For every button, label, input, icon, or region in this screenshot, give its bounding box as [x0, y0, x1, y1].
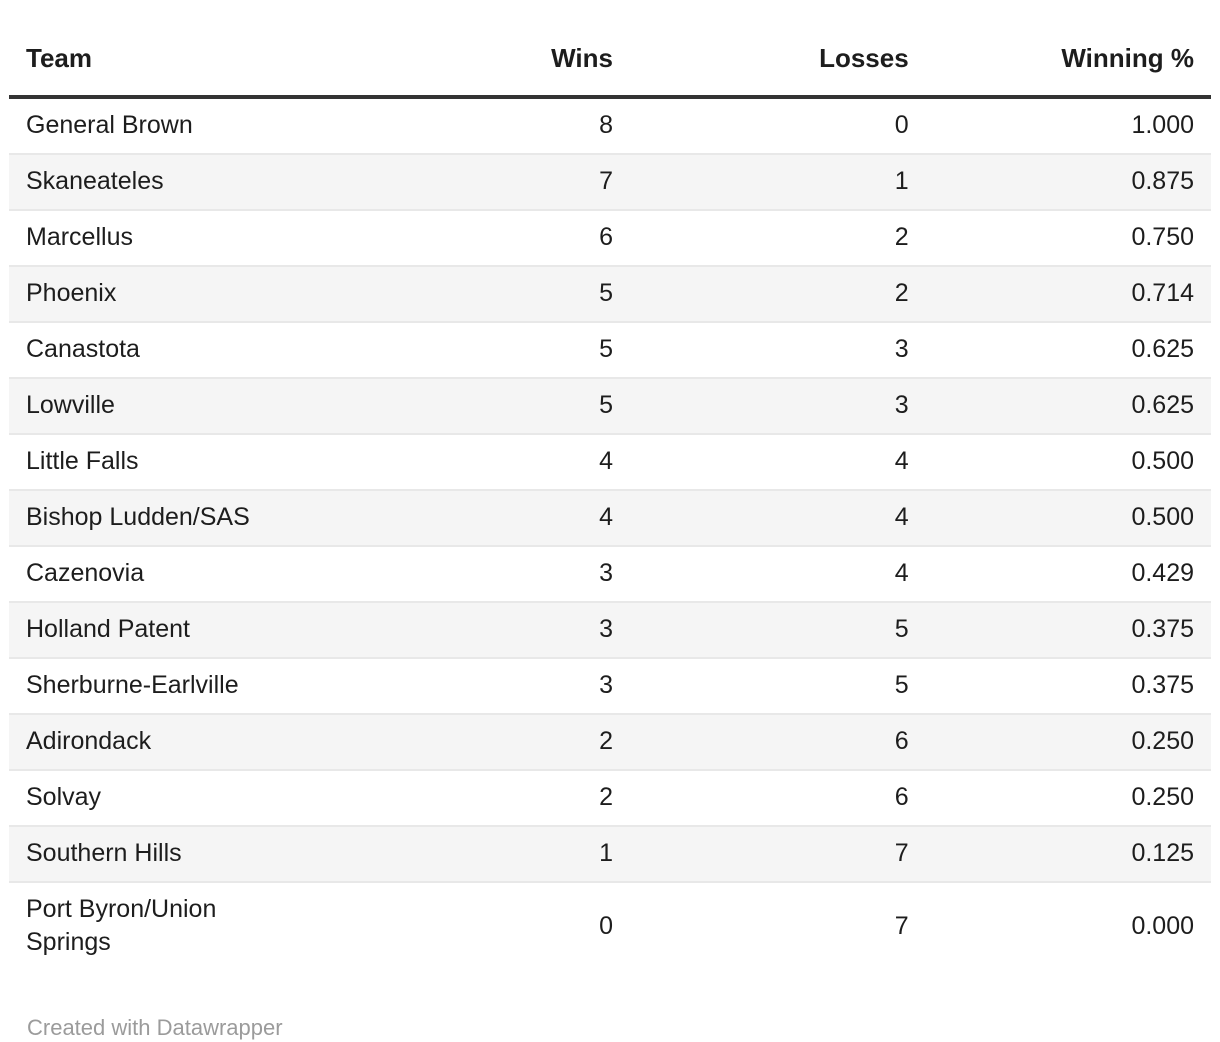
cell-wins: 5 [279, 321, 613, 378]
cell-winning_pct: 1.000 [1131, 111, 1194, 139]
table-row: Cazenovia 3 4 0.429 [9, 545, 1211, 602]
cell-winning_pct: 0.625 [908, 377, 1211, 434]
standings-table: Team Wins Losses Winning % General Brown 8 0 1… [9, 0, 1211, 970]
table-row: Lowville 5 3 0.625 [9, 377, 1211, 434]
cell-team: Port Byron/Union Springs [9, 881, 280, 970]
cell-winning_pct: 0.375 [908, 601, 1211, 658]
cell-winning_pct: 0.375 [908, 657, 1211, 714]
cell-team: Little Falls [9, 433, 280, 490]
cell-team: Southern Hills [9, 825, 280, 882]
cell-team: Lowville [9, 377, 280, 434]
column-header-winning_pct: Winning % [908, 0, 1211, 99]
cell-losses: 7 [612, 881, 909, 970]
cell-winning_pct: 0.429 [908, 545, 1211, 602]
table-row: Solvay 2 6 0.250 [9, 769, 1211, 826]
cell-losses: 5 [612, 657, 909, 714]
cell-team: Holland Patent [9, 601, 280, 658]
cell-losses: 4 [612, 489, 909, 546]
cell-losses: 4 [612, 545, 909, 602]
cell-wins: 5 [279, 377, 613, 434]
table-row: Canastota 5 3 0.625 [9, 321, 1211, 378]
column-header-losses: Losses [612, 0, 909, 99]
cell-winning_pct: 0.875 [908, 153, 1211, 210]
cell-losses: 6 [612, 769, 909, 826]
cell-wins: 8 [599, 111, 613, 139]
table-row: Port Byron/Union Springs 0 7 0.000 [9, 881, 1211, 970]
cell-wins: 3 [279, 657, 613, 714]
cell-losses: 0 [894, 111, 909, 139]
cell-losses: 1 [612, 153, 909, 210]
cell-losses: 4 [612, 433, 909, 490]
table-row: Sherburne-Earlville 3 5 0.375 [9, 657, 1211, 714]
cell-losses: 3 [612, 377, 909, 434]
column-header-team: Team [9, 0, 280, 99]
table-row: Phoenix 5 2 0.714 [9, 265, 1211, 322]
table-row: Holland Patent 3 5 0.375 [9, 601, 1211, 658]
cell-wins: 3 [279, 601, 613, 658]
cell-wins: 1 [279, 825, 613, 882]
table-row: Southern Hills 1 7 0.125 [9, 825, 1211, 882]
cell-wins: 6 [279, 209, 613, 266]
cell-team: Solvay [9, 769, 280, 826]
column-header-wins: Wins [279, 0, 613, 99]
cell-winning_pct: 0.625 [908, 321, 1211, 378]
cell-wins: 4 [279, 433, 613, 490]
cell-team: Cazenovia [9, 545, 280, 602]
cell-team: Bishop Ludden/SAS [9, 489, 280, 546]
table-header: Team Wins Losses Winning % [9, 0, 1211, 99]
header-row: Team Wins Losses Winning % [9, 0, 1211, 99]
cell-wins: 0 [279, 881, 613, 970]
cell-winning_pct: 0.250 [908, 713, 1211, 770]
table-row: Little Falls 4 4 0.500 [9, 433, 1211, 490]
cell-wins: 5 [279, 265, 613, 322]
cell-winning_pct: 0.250 [908, 769, 1211, 826]
table-row: Marcellus 6 2 0.750 [9, 209, 1211, 266]
cell-team: Skaneateles [9, 153, 280, 210]
cell-losses: 7 [612, 825, 909, 882]
table-row: Skaneateles 7 1 0.875 [9, 153, 1211, 210]
table-row: Bishop Ludden/SAS 4 4 0.500 [9, 489, 1211, 546]
cell-winning_pct: 0.750 [908, 209, 1211, 266]
cell-losses: 3 [612, 321, 909, 378]
cell-winning_pct: 0.125 [908, 825, 1211, 882]
cell-wins: 2 [279, 769, 613, 826]
table-row: General Brown 8 0 1.000 [9, 97, 1211, 154]
table-row: Adirondack 2 6 0.250 [9, 713, 1211, 770]
cell-winning_pct: 0.500 [908, 489, 1211, 546]
cell-wins: 2 [279, 713, 613, 770]
cell-losses: 2 [612, 209, 909, 266]
datawrapper-credit-link[interactable]: Created with Datawrapper [27, 1015, 283, 1040]
table-body: General Brown 8 0 1.000 Skaneateles 7 1 0.875 Ma… [9, 97, 1211, 970]
cell-team: Adirondack [9, 713, 280, 770]
cell-wins: 4 [279, 489, 613, 546]
cell-wins: 3 [279, 545, 613, 602]
cell-team: Canastota [9, 321, 280, 378]
cell-losses: 6 [612, 713, 909, 770]
cell-losses: 5 [612, 601, 909, 658]
cell-team: Sherburne-Earlville [9, 657, 280, 714]
cell-team: Phoenix [9, 265, 280, 322]
cell-team: Marcellus [9, 209, 280, 266]
cell-winning_pct: 0.500 [908, 433, 1211, 490]
cell-losses: 2 [612, 265, 909, 322]
cell-wins: 7 [279, 153, 613, 210]
cell-winning_pct: 0.000 [908, 881, 1211, 970]
cell-team: General Brown [26, 111, 193, 139]
cell-winning_pct: 0.714 [908, 265, 1211, 322]
